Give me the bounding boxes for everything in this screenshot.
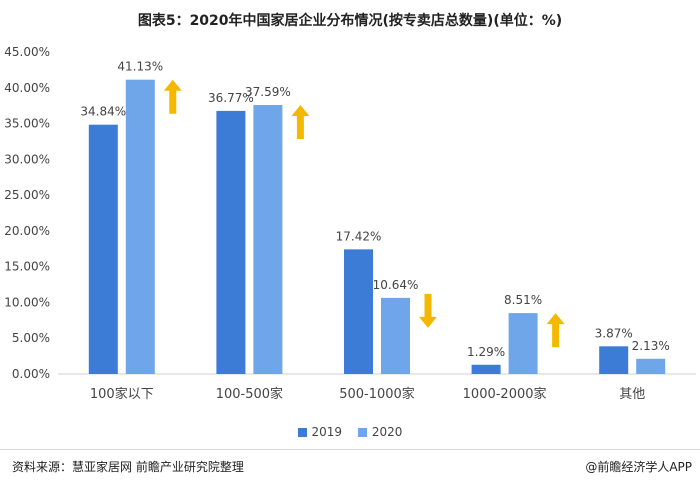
legend-item-2020: 2020 bbox=[357, 425, 403, 439]
trend-arrow-up-icon bbox=[163, 79, 182, 114]
x-tick-label: 100-500家 bbox=[216, 386, 283, 402]
legend-item-2019: 2019 bbox=[297, 425, 343, 439]
bar-2020-0 bbox=[125, 79, 155, 374]
x-tick-label: 100家以下 bbox=[90, 386, 154, 402]
bar-2020-3 bbox=[508, 313, 538, 374]
bar-2019-0 bbox=[88, 124, 118, 375]
data-label: 2.13% bbox=[632, 339, 670, 353]
data-label: 37.59% bbox=[245, 85, 291, 99]
y-tick-label: 0.00% bbox=[12, 367, 50, 381]
legend-label-2020: 2020 bbox=[371, 425, 403, 439]
legend-label-2019: 2019 bbox=[311, 425, 343, 439]
bar-2019-2 bbox=[344, 249, 373, 374]
y-tick-label: 35.00% bbox=[4, 117, 50, 131]
data-label: 3.87% bbox=[595, 326, 633, 340]
trend-arrow-up-icon bbox=[546, 313, 565, 348]
chart-title: 图表5：2020年中国家居企业分布情况(按专卖店总数量)(单位：%) bbox=[137, 13, 563, 29]
bar-2020-4 bbox=[636, 358, 666, 374]
y-tick-label: 5.00% bbox=[12, 331, 50, 345]
data-label: 36.77% bbox=[208, 91, 254, 105]
bar-2020-2 bbox=[381, 297, 410, 374]
legend: 2019 2020 bbox=[0, 425, 700, 440]
legend-swatch-2019 bbox=[297, 427, 307, 437]
x-tick-label: 其他 bbox=[619, 387, 645, 402]
trend-arrow-down-icon bbox=[419, 293, 437, 328]
data-label: 34.84% bbox=[80, 105, 126, 119]
trend-arrow-up-icon bbox=[291, 105, 310, 140]
y-tick-label: 10.00% bbox=[4, 295, 50, 309]
bar-2019-4 bbox=[599, 346, 629, 374]
data-label: 8.51% bbox=[504, 293, 542, 307]
y-tick-label: 20.00% bbox=[4, 224, 50, 238]
bar-2020-1 bbox=[253, 105, 283, 374]
bar-chart: 0.00% 5.00% 10.00% 15.00% 20.00% 25.00% 30.00%… bbox=[4, 45, 696, 402]
brand-note: @前瞻经济学人APP bbox=[585, 460, 692, 474]
source-note: 资料来源：慧亚家居网 前瞻产业研究院整理 bbox=[12, 460, 244, 474]
bar-2019-3 bbox=[471, 364, 501, 374]
y-tick-label: 40.00% bbox=[4, 81, 50, 95]
data-label: 41.13% bbox=[117, 60, 163, 74]
x-tick-label: 500-1000家 bbox=[339, 386, 415, 402]
y-tick-label: 45.00% bbox=[4, 45, 50, 59]
y-tick-label: 30.00% bbox=[4, 152, 50, 166]
data-label: 17.42% bbox=[336, 229, 382, 243]
x-tick-label: 1000-2000家 bbox=[463, 386, 547, 402]
footer-divider bbox=[0, 449, 700, 450]
data-label: 1.29% bbox=[467, 345, 505, 359]
bar-2019-1 bbox=[216, 110, 246, 374]
legend-swatch-2020 bbox=[357, 427, 367, 437]
y-tick-label: 15.00% bbox=[4, 260, 50, 274]
data-label: 10.64% bbox=[373, 278, 419, 292]
y-tick-label: 25.00% bbox=[4, 188, 50, 202]
